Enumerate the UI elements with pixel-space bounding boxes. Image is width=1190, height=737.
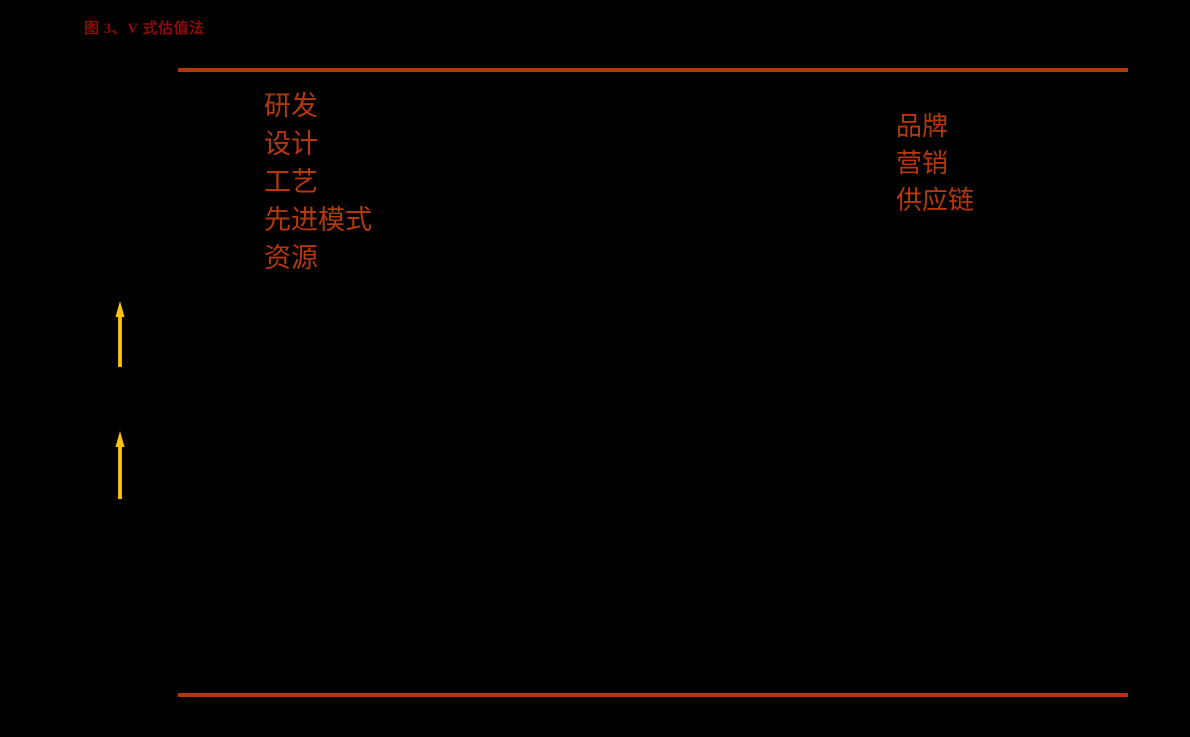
list-item: 研发 (264, 91, 318, 121)
figure-title: 图 3、V 式估值法 (84, 21, 205, 37)
list-item: 供应链 (896, 186, 975, 215)
list-item: 先进模式 (264, 205, 372, 235)
bottom-divider (178, 693, 1128, 697)
list-item: 资源 (264, 243, 318, 273)
upper-up-arrow-icon (112, 301, 128, 367)
right-factor-column: 品牌 营销 供应链 (896, 108, 974, 219)
list-item: 品牌 (896, 112, 949, 141)
list-item: 营销 (896, 149, 949, 178)
list-item: 工艺 (264, 167, 318, 197)
top-divider (178, 68, 1128, 72)
list-item: 设计 (264, 129, 318, 159)
left-factor-column: 研发 设计 工艺 先进模式 资源 (264, 87, 372, 277)
lower-up-arrow-icon (112, 431, 128, 499)
